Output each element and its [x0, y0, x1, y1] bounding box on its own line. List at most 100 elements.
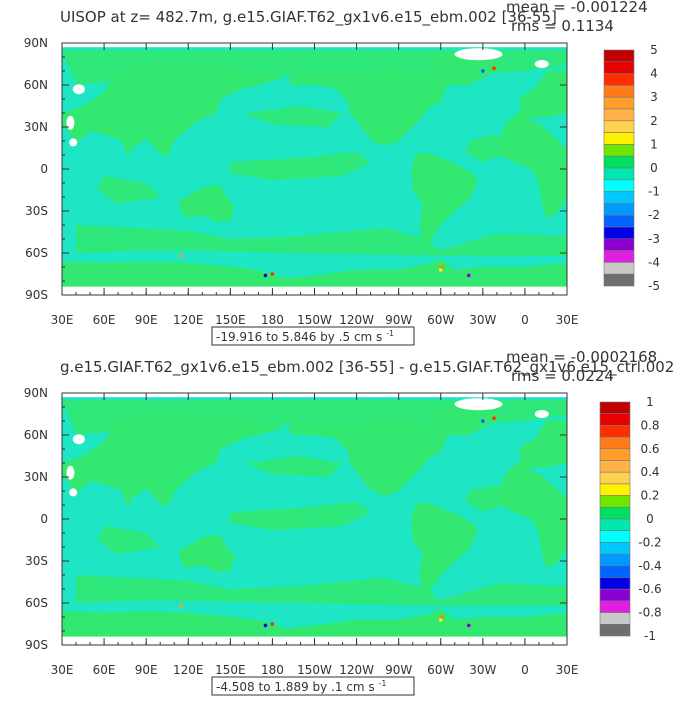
continent-greenland [426, 52, 497, 85]
colorbar-swatch [599, 413, 631, 426]
anomaly-point [263, 273, 268, 278]
colorbar-label: 0.2 [640, 489, 659, 503]
y-tick-label: 30N [24, 470, 48, 484]
continent-eurasia [62, 411, 287, 508]
continent-europe [510, 419, 567, 469]
chart-uisop-difference: g.e15.GIAF.T62_gx1v6.e15_ebm.002 [36-55]… [24, 348, 674, 696]
y-tick-label: 60N [24, 428, 48, 442]
colorbar-label: -4 [648, 255, 660, 269]
x-tick-label: 60W [427, 663, 454, 677]
colorbar-swatch [599, 530, 631, 543]
anomaly-point [179, 254, 184, 258]
ice-spot [454, 48, 503, 61]
mean-label: mean = -0.001224 [506, 0, 648, 16]
x-tick-label: 30E [51, 313, 74, 327]
x-tick-label: 60E [93, 663, 116, 677]
colorbar-swatch [599, 436, 631, 450]
y-tick-label: 90S [25, 638, 48, 652]
colorbar-swatch [599, 553, 631, 567]
x-tick-label: 90W [385, 313, 412, 327]
field-patch [230, 502, 371, 531]
colorbar-label: -0.2 [638, 535, 661, 549]
x-tick-label: 150E [215, 663, 246, 677]
x-tick-label: 120W [339, 313, 374, 327]
y-tick-label: 90S [25, 288, 48, 302]
x-tick-label: 60W [427, 313, 454, 327]
range-label: -4.508 to 1.889 by .1 cm s -1 [216, 679, 386, 694]
anomaly-point [263, 623, 268, 628]
continent-australia [179, 184, 235, 223]
colorbar-swatch [599, 448, 631, 461]
colorbar-swatch [599, 495, 631, 508]
colorbar-label: -0.6 [638, 582, 661, 596]
range-label: -19.916 to 5.846 by .5 cm s -1 [216, 329, 394, 344]
continent-africa [496, 117, 567, 217]
y-tick-label: 60S [25, 246, 48, 260]
colorbar-swatch [603, 155, 635, 169]
colorbar-swatch [599, 588, 631, 602]
colorbar-swatch [603, 214, 635, 228]
colorbar-swatch [603, 179, 635, 192]
colorbar-swatch [603, 85, 635, 98]
colorbar-label: 3 [650, 90, 658, 104]
field-patch [244, 106, 343, 127]
colorbar-swatch [603, 49, 635, 63]
x-tick-label: 180 [261, 313, 284, 327]
x-tick-label: 0 [521, 313, 529, 327]
ice-spot [72, 434, 85, 445]
colorbar-swatch [599, 565, 631, 578]
anomaly-point [467, 623, 471, 628]
field-patch [97, 176, 161, 204]
continent-eurasia [62, 61, 287, 158]
colorbar-label: -1 [648, 185, 660, 199]
anomaly-point [270, 622, 275, 626]
anomaly-point [467, 273, 471, 278]
colorbar-swatch [599, 600, 631, 613]
colorbar-label: -3 [648, 232, 660, 246]
y-tick-label: 90N [24, 386, 48, 400]
colorbar-swatch [599, 542, 631, 555]
panel-uisop-absolute: UISOP at z= 482.7m, g.e15.GIAF.T62_gx1v6… [0, 0, 700, 350]
colorbar-label: 0.4 [640, 465, 659, 479]
field-patch [97, 526, 161, 554]
y-tick-label: 60N [24, 78, 48, 92]
colorbar-label: -0.4 [638, 559, 661, 573]
colorbar-swatch [603, 108, 635, 122]
x-tick-label: 30W [469, 313, 496, 327]
colorbar-label: 5 [650, 43, 658, 57]
ice-spot [66, 465, 75, 480]
colorbar-swatch [599, 460, 631, 473]
range-label-text: -4.508 to 1.889 by .1 cm s [216, 680, 379, 694]
colorbar-swatch [599, 507, 631, 520]
x-tick-label: 120E [173, 313, 204, 327]
colorbar-label: 0.8 [640, 418, 659, 432]
colorbar-swatch [603, 132, 635, 145]
colorbar-swatch [603, 250, 635, 263]
ice-spot [534, 410, 549, 418]
continent-australia [179, 534, 235, 573]
anomaly-point [438, 618, 443, 622]
ice-spot [69, 138, 78, 147]
colorbar-label: 2 [650, 114, 658, 128]
colorbar-swatch [603, 167, 635, 181]
y-tick-label: 30S [25, 204, 48, 218]
continent-north-america [286, 418, 448, 496]
rms-label: rms = 0.1134 [511, 17, 614, 35]
y-tick-label: 0 [40, 162, 48, 176]
x-tick-label: 90E [135, 663, 158, 677]
y-tick-label: 30N [24, 120, 48, 134]
colorbar-label: 0 [650, 161, 658, 175]
y-tick-label: 30S [25, 554, 48, 568]
field-patch [76, 575, 567, 606]
x-tick-label: 120E [173, 663, 204, 677]
colorbar-swatch [603, 238, 635, 251]
rms-label: rms = 0.0224 [511, 367, 614, 385]
colorbar-label: 1 [646, 395, 654, 409]
ice-spot [454, 398, 503, 411]
x-tick-label: 0 [521, 663, 529, 677]
range-label-exponent: -1 [386, 329, 394, 338]
anomaly-point [492, 66, 496, 70]
colorbar-label: -2 [648, 208, 660, 222]
field-patch [466, 134, 504, 162]
chart-title: UISOP at z= 482.7m, g.e15.GIAF.T62_gx1v6… [60, 8, 557, 27]
